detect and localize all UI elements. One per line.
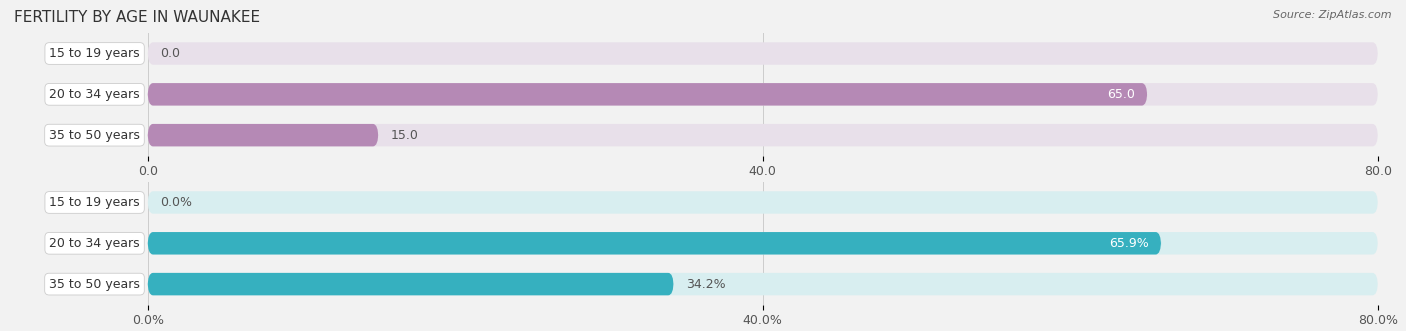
FancyBboxPatch shape — [148, 124, 378, 146]
Text: 35 to 50 years: 35 to 50 years — [49, 278, 141, 291]
Text: 0.0%: 0.0% — [160, 196, 193, 209]
FancyBboxPatch shape — [148, 273, 673, 295]
FancyBboxPatch shape — [148, 273, 1378, 295]
Text: 35 to 50 years: 35 to 50 years — [49, 129, 141, 142]
Text: 0.0: 0.0 — [160, 47, 180, 60]
Text: 15 to 19 years: 15 to 19 years — [49, 47, 141, 60]
FancyBboxPatch shape — [148, 191, 1378, 214]
Text: Source: ZipAtlas.com: Source: ZipAtlas.com — [1274, 10, 1392, 20]
Text: 20 to 34 years: 20 to 34 years — [49, 88, 141, 101]
FancyBboxPatch shape — [148, 83, 1378, 106]
FancyBboxPatch shape — [148, 42, 1378, 65]
Text: 65.9%: 65.9% — [1109, 237, 1149, 250]
FancyBboxPatch shape — [148, 232, 1378, 255]
Text: 15.0: 15.0 — [391, 129, 419, 142]
Text: 65.0: 65.0 — [1107, 88, 1135, 101]
FancyBboxPatch shape — [148, 232, 1161, 255]
Text: 20 to 34 years: 20 to 34 years — [49, 237, 141, 250]
FancyBboxPatch shape — [148, 124, 1378, 146]
Text: 15 to 19 years: 15 to 19 years — [49, 196, 141, 209]
Text: FERTILITY BY AGE IN WAUNAKEE: FERTILITY BY AGE IN WAUNAKEE — [14, 10, 260, 25]
Text: 34.2%: 34.2% — [686, 278, 725, 291]
FancyBboxPatch shape — [148, 83, 1147, 106]
